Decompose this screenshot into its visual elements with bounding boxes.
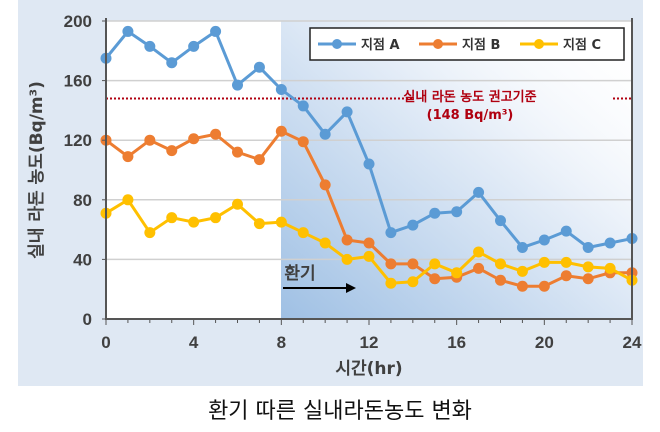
- data-point: [582, 273, 594, 285]
- x-tick-label: 12: [360, 333, 379, 352]
- legend-label: 지점 C: [563, 38, 601, 53]
- legend-label: 지점 A: [361, 38, 400, 53]
- data-point: [407, 219, 419, 231]
- y-tick-label: 160: [64, 72, 92, 91]
- series-b: [100, 125, 638, 292]
- data-point: [495, 258, 506, 270]
- data-point: [582, 261, 594, 273]
- x-tick-label: 0: [101, 333, 110, 352]
- data-point: [297, 136, 309, 148]
- axis-lines: [105, 18, 633, 320]
- legend-marker: [433, 39, 443, 49]
- data-point: [341, 253, 353, 265]
- data-point: [275, 125, 287, 137]
- data-point: [297, 227, 309, 239]
- data-point: [451, 206, 463, 218]
- data-point: [538, 280, 550, 292]
- data-point: [275, 84, 287, 96]
- data-point: [429, 273, 441, 285]
- data-point: [122, 25, 134, 37]
- data-point: [473, 186, 485, 198]
- data-point: [122, 151, 134, 163]
- data-point: [188, 133, 200, 145]
- ventilation-annotation: 환기: [284, 264, 315, 284]
- x-tick-label: 8: [277, 333, 286, 352]
- data-point: [144, 227, 156, 239]
- data-point: [319, 179, 331, 191]
- data-point: [210, 128, 222, 140]
- data-point: [166, 57, 178, 69]
- data-point: [363, 158, 375, 170]
- data-point: [275, 216, 287, 228]
- data-point: [297, 100, 309, 112]
- data-point: [232, 198, 243, 210]
- data-point: [319, 128, 331, 140]
- y-tick-label: 80: [73, 191, 92, 210]
- y-tick-label: 0: [83, 310, 92, 329]
- y-tick-label: 120: [64, 131, 92, 150]
- data-point: [560, 270, 572, 282]
- series-c: [100, 194, 638, 289]
- y-tick-label: 40: [73, 250, 92, 269]
- data-point: [429, 258, 441, 270]
- x-axis-label: 시간(hr): [335, 359, 402, 379]
- reference-label: 실내 라돈 농도 권고기준: [403, 89, 536, 105]
- x-tick-label: 24: [623, 333, 642, 352]
- data-point: [385, 277, 397, 289]
- data-point: [253, 61, 265, 73]
- data-point: [341, 234, 353, 246]
- data-point: [319, 237, 331, 249]
- x-tick-label: 20: [535, 333, 554, 352]
- data-point: [166, 212, 178, 224]
- data-point: [385, 258, 397, 270]
- x-tick-label: 16: [447, 333, 466, 352]
- data-point: [253, 218, 265, 230]
- y-axis-label: 실내 라돈 농도(Bq/m³): [27, 81, 47, 259]
- data-point: [516, 241, 528, 253]
- data-point: [538, 256, 550, 268]
- legend-marker: [534, 39, 544, 49]
- series-a: [100, 25, 638, 253]
- data-point: [341, 106, 353, 118]
- data-point: [363, 237, 375, 249]
- data-point: [495, 215, 506, 227]
- data-point: [122, 194, 134, 206]
- data-point: [363, 250, 375, 262]
- data-point: [560, 225, 572, 237]
- data-point: [188, 40, 200, 52]
- legend-label: 지점 B: [462, 38, 500, 53]
- reference-sublabel: (148 Bq/m³): [427, 108, 514, 123]
- data-point: [451, 267, 463, 279]
- legend-box: [309, 27, 625, 61]
- data-point: [473, 246, 485, 258]
- data-point: [210, 25, 222, 37]
- figure-caption: 환기 따른 실내라돈농도 변화: [208, 399, 472, 424]
- legend-marker: [332, 39, 342, 49]
- data-point: [166, 145, 178, 157]
- data-point: [429, 207, 441, 219]
- data-point: [210, 212, 222, 224]
- x-tick-label: 4: [189, 333, 199, 352]
- data-point: [188, 216, 200, 228]
- data-point: [253, 154, 265, 166]
- data-point: [516, 265, 528, 277]
- data-point: [560, 256, 572, 268]
- data-point: [473, 262, 485, 274]
- data-point: [407, 276, 419, 288]
- data-point: [516, 280, 528, 292]
- y-tick-label: 200: [64, 12, 92, 31]
- arrow-right-icon: [283, 283, 356, 293]
- data-point: [582, 241, 594, 253]
- data-point: [232, 79, 243, 91]
- data-point: [538, 234, 550, 246]
- data-point: [144, 134, 156, 146]
- data-point: [495, 274, 506, 286]
- data-point: [604, 237, 616, 249]
- data-point: [144, 40, 156, 52]
- data-point: [604, 262, 616, 274]
- data-point: [407, 258, 419, 270]
- data-point: [385, 227, 397, 239]
- data-point: [232, 146, 243, 158]
